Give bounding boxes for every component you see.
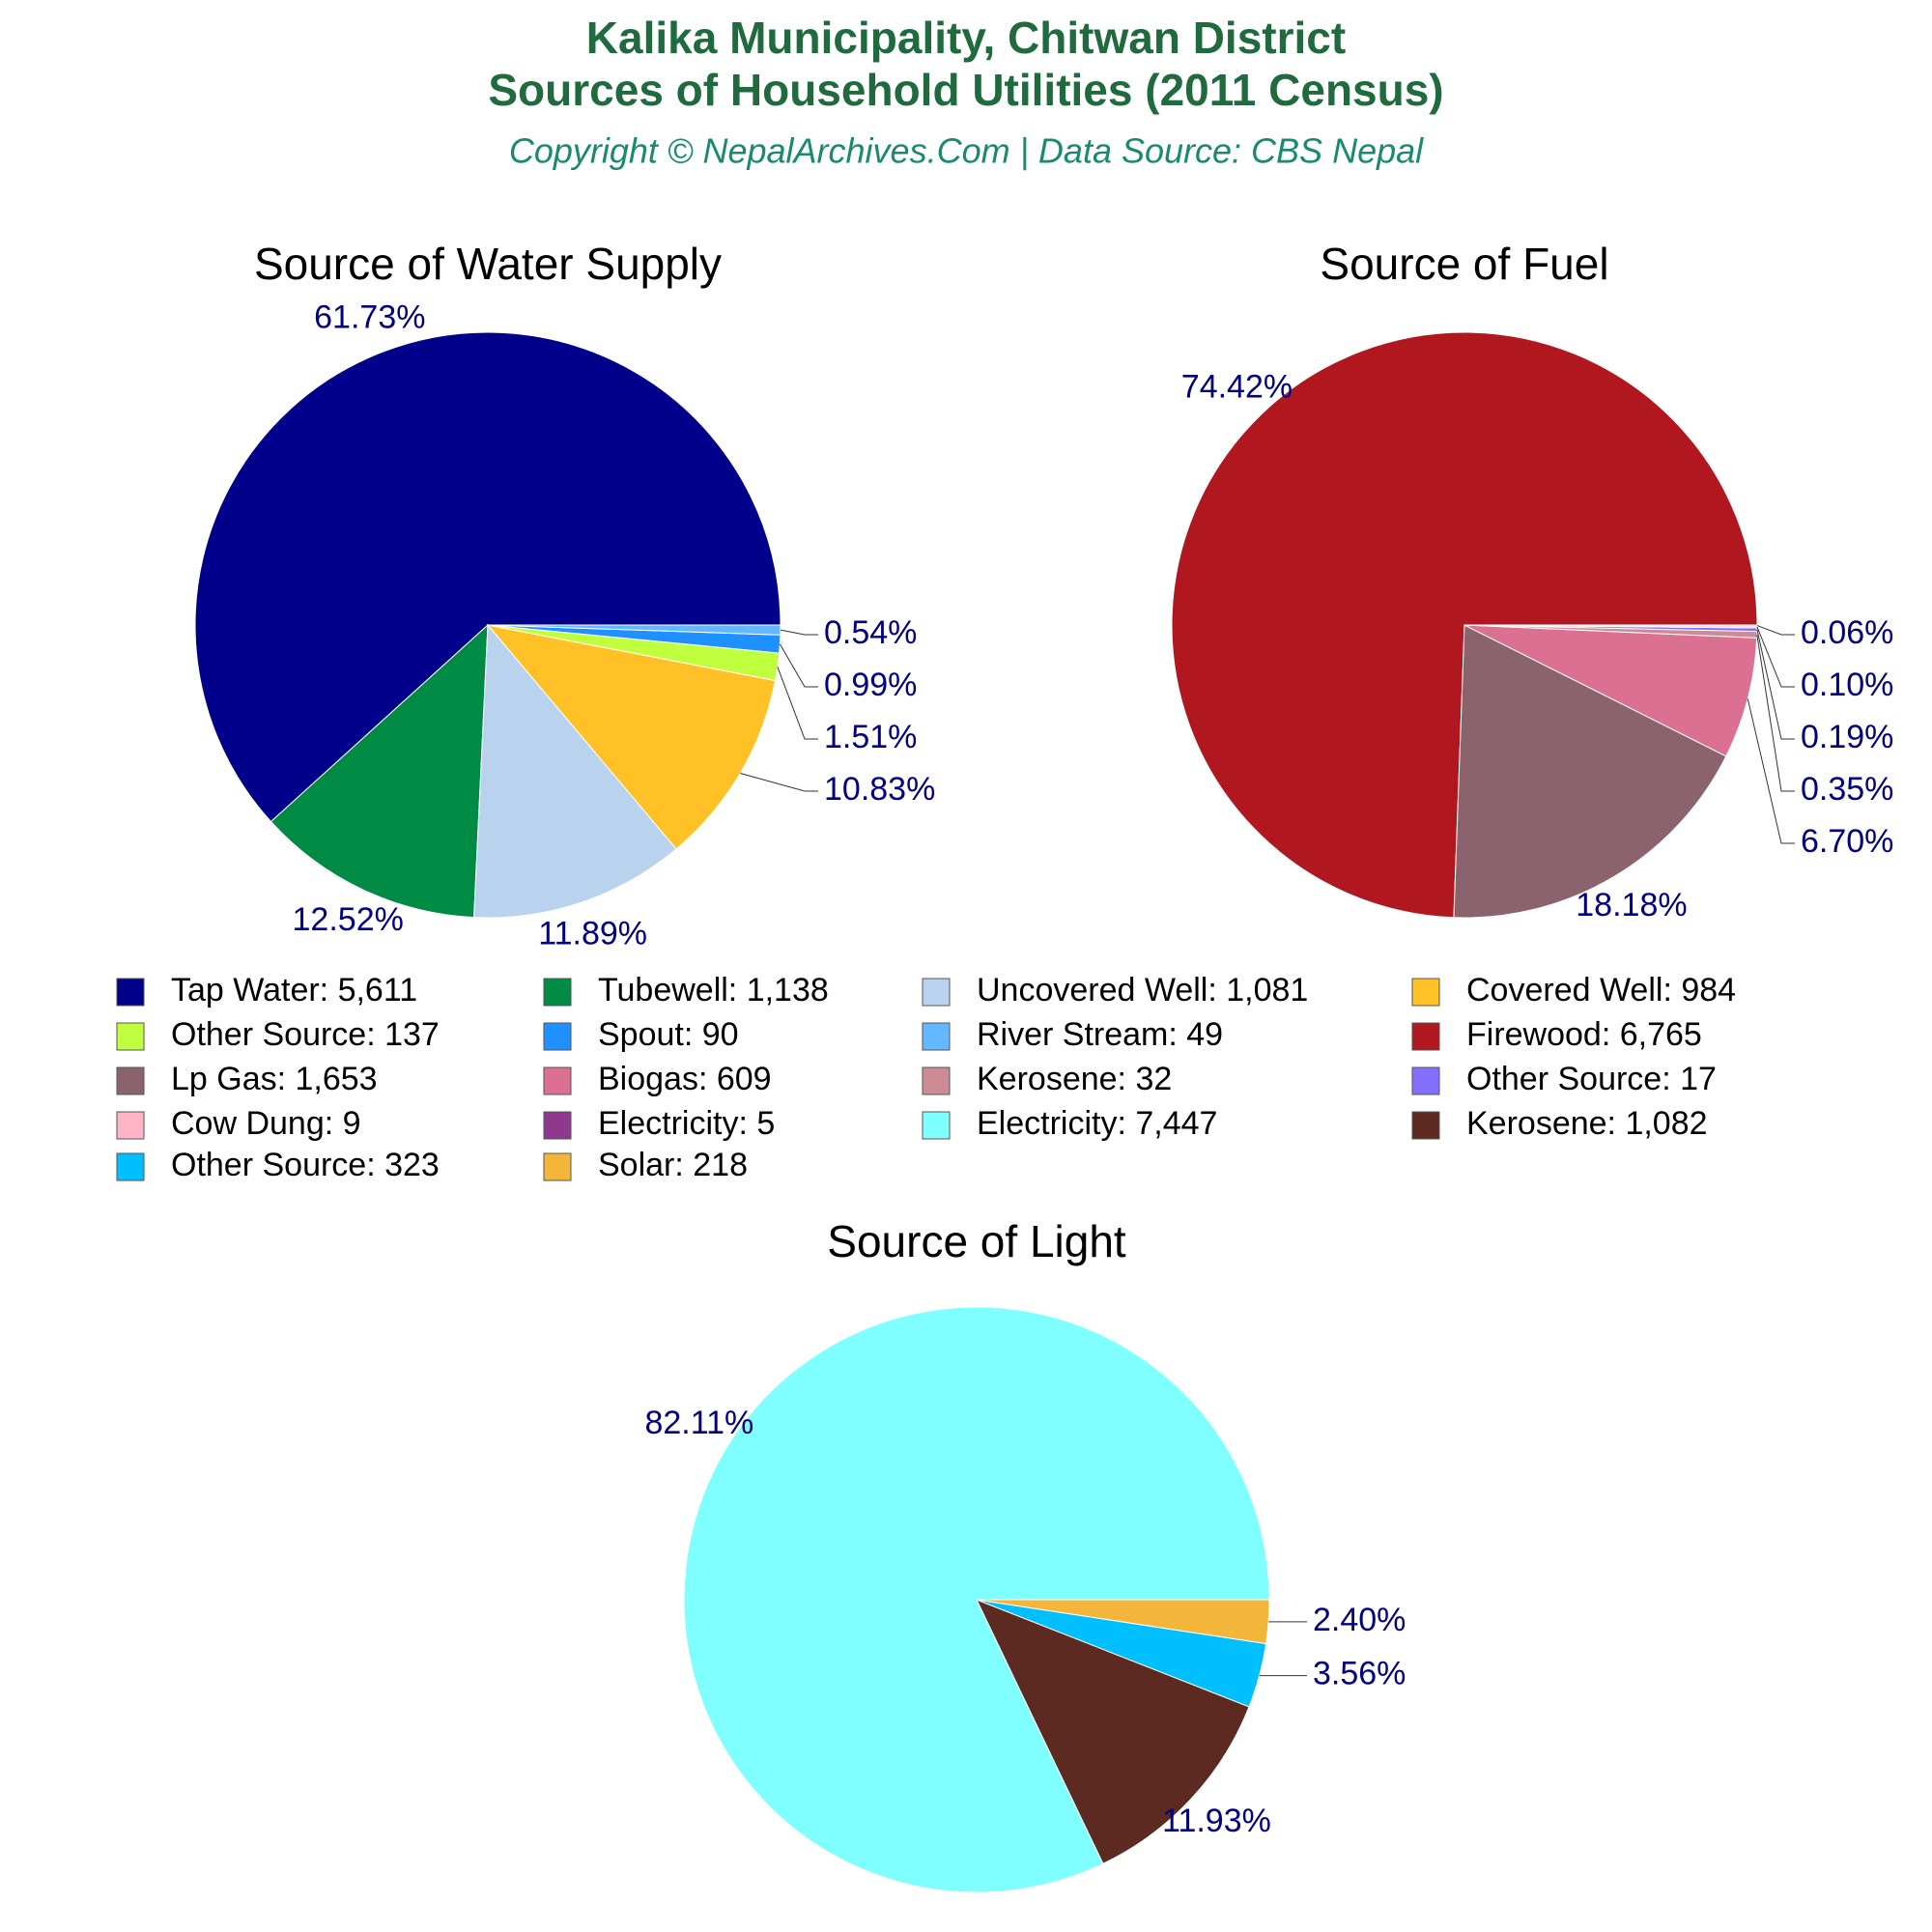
slice-label: 61.73%: [314, 298, 425, 335]
legend-swatch: [922, 1022, 951, 1051]
leader-line: [1747, 698, 1795, 844]
leader-line: [1756, 634, 1795, 792]
pie-title: Source of Light: [827, 1216, 1126, 1266]
legend-label: Other Source: 137: [171, 1016, 440, 1053]
slice-label: 10.83%: [824, 771, 935, 808]
legend-swatch: [116, 978, 145, 1007]
legend-label: Biogas: 609: [598, 1061, 772, 1097]
pie-slice: [270, 623, 489, 919]
legend-label: Firewood: 6,765: [1466, 1016, 1702, 1053]
legend-label: Other Source: 323: [171, 1147, 440, 1183]
slice-label: 0.19%: [1801, 719, 1893, 755]
slice-label: 6.70%: [1801, 823, 1893, 860]
slice-label: 12.52%: [293, 901, 404, 938]
slice-label: 0.35%: [1801, 771, 1893, 808]
pie-slice: [976, 1599, 1270, 1645]
legend-swatch: [1411, 1066, 1440, 1095]
pie-title: Source of Water Supply: [254, 239, 722, 289]
leader-line: [780, 629, 818, 636]
slice-label: 3.56%: [1313, 1656, 1406, 1692]
legend-label: Cow Dung: 9: [171, 1105, 361, 1142]
pie-slice: [194, 331, 781, 823]
legend-swatch: [116, 1066, 145, 1095]
chart-subtitle: Copyright © NepalArchives.Com | Data Sou…: [509, 131, 1424, 171]
legend-label: Tap Water: 5,611: [171, 972, 417, 1009]
legend-swatch: [543, 1022, 572, 1051]
legend-swatch: [922, 978, 951, 1007]
slice-label: 11.93%: [1162, 1803, 1271, 1839]
legend-label: Solar: 218: [598, 1147, 748, 1183]
pie-slice: [1463, 624, 1758, 757]
pie-slice: [473, 623, 677, 919]
legend-label: Tubewell: 1,138: [598, 972, 829, 1009]
slice-label: 74.42%: [1181, 369, 1293, 406]
legend-swatch: [1411, 1022, 1440, 1051]
legend-swatch: [116, 1111, 145, 1140]
legend-label: Kerosene: 32: [977, 1061, 1172, 1097]
leader-line: [777, 667, 818, 740]
legend-swatch: [543, 1111, 572, 1140]
legend-label: Electricity: 5: [598, 1105, 775, 1142]
slice-label: 11.89%: [538, 915, 647, 952]
leader-line: [1756, 625, 1795, 636]
chart-title: Sources of Household Utilities (2011 Cen…: [488, 65, 1443, 115]
slice-label: 2.40%: [1313, 1602, 1406, 1638]
pie-slice: [1453, 624, 1727, 919]
legend-swatch: [543, 1152, 572, 1181]
legend-label: Other Source: 17: [1466, 1061, 1717, 1097]
legend-label: Kerosene: 1,082: [1466, 1105, 1708, 1142]
legend-swatch: [116, 1152, 145, 1181]
legend-label: Lp Gas: 1,653: [171, 1061, 378, 1097]
legend-swatch: [922, 1111, 951, 1140]
slice-label: 0.99%: [824, 667, 917, 703]
slice-label: 1.51%: [824, 719, 917, 755]
leader-line: [1756, 626, 1795, 688]
legend-label: Uncovered Well: 1,081: [977, 972, 1308, 1009]
legend-swatch: [1411, 1111, 1440, 1140]
leader-line: [1756, 629, 1795, 740]
legend-label: Spout: 90: [598, 1016, 739, 1053]
pie-slice: [486, 624, 777, 850]
pie-slice: [975, 1599, 1250, 1864]
legend-label: Covered Well: 984: [1466, 972, 1736, 1009]
legend-swatch: [543, 978, 572, 1007]
legend-swatch: [116, 1022, 145, 1051]
slice-label: 82.11%: [644, 1405, 753, 1441]
leader-line: [779, 643, 818, 688]
legend-swatch: [1411, 978, 1440, 1007]
legend-swatch: [922, 1066, 951, 1095]
legend-swatch: [543, 1066, 572, 1095]
leader-line: [740, 773, 818, 792]
pie-title: Source of Fuel: [1320, 239, 1608, 289]
slice-label: 0.06%: [1801, 614, 1893, 651]
chart-title: Kalika Municipality, Chitwan District: [586, 13, 1346, 63]
slice-label: 18.18%: [1576, 887, 1687, 923]
legend-label: River Stream: 49: [977, 1016, 1223, 1053]
slice-label: 0.54%: [824, 614, 917, 651]
slice-label: 0.10%: [1801, 667, 1893, 703]
legend-label: Electricity: 7,447: [977, 1105, 1217, 1142]
